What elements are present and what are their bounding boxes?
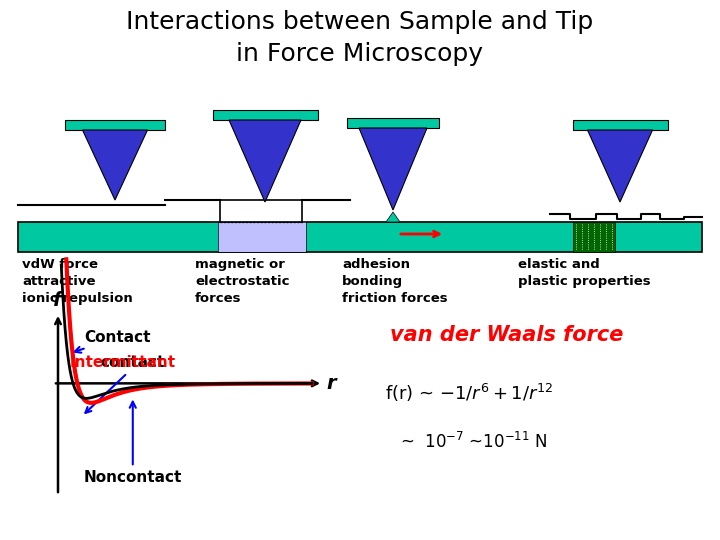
Text: Interactions between Sample and Tip
in Force Microscopy: Interactions between Sample and Tip in F… <box>127 10 593 65</box>
Bar <box>212 110 318 120</box>
Bar <box>65 120 165 130</box>
Text: f: f <box>52 291 60 310</box>
Bar <box>572 120 667 130</box>
Bar <box>18 222 702 252</box>
Bar <box>347 118 439 128</box>
Polygon shape <box>83 130 148 200</box>
Text: Contact: Contact <box>75 330 150 353</box>
Text: van der Waals force: van der Waals force <box>390 325 624 345</box>
Text: r: r <box>326 374 336 393</box>
Bar <box>218 222 306 252</box>
Text: f(r) ~ $-1/r^6 + 1/r^{12}$: f(r) ~ $-1/r^6 + 1/r^{12}$ <box>385 382 554 404</box>
Bar <box>220 200 302 222</box>
Text: ~  $10^{-7}$ ~$10^{-11}$ N: ~ $10^{-7}$ ~$10^{-11}$ N <box>400 432 547 452</box>
Polygon shape <box>588 130 652 202</box>
Text: contact: contact <box>100 355 165 370</box>
Polygon shape <box>229 120 301 202</box>
Text: vdW force
attractive
ionic repulsion: vdW force attractive ionic repulsion <box>22 258 132 305</box>
Polygon shape <box>359 128 427 210</box>
Bar <box>573 222 615 252</box>
Text: elastic and
plastic properties: elastic and plastic properties <box>518 258 651 288</box>
Text: Intermittant: Intermittant <box>70 355 176 370</box>
Text: Noncontact: Noncontact <box>84 402 182 485</box>
Polygon shape <box>386 212 400 222</box>
Text: adhesion
bonding
friction forces: adhesion bonding friction forces <box>342 258 448 305</box>
Text: magnetic or
electrostatic
forces: magnetic or electrostatic forces <box>195 258 289 305</box>
